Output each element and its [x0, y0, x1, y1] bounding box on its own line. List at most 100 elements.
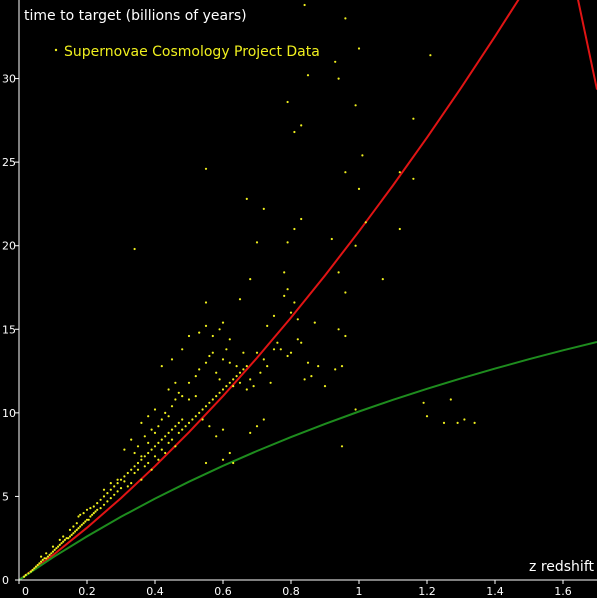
x-tick-label: 0.6	[214, 585, 232, 598]
y-tick-label: 10	[2, 407, 16, 420]
data-point	[221, 321, 225, 324]
data-point	[296, 318, 299, 321]
y-tick-labels: 0 5 10 15 20 25 30	[2, 73, 19, 587]
data-point	[238, 298, 242, 301]
data-point	[473, 421, 476, 424]
data-point	[204, 405, 208, 408]
data-point	[153, 408, 157, 411]
data-point	[96, 502, 99, 505]
data-point	[181, 418, 184, 421]
x-tick-label: 0.8	[282, 585, 300, 598]
data-point	[72, 532, 75, 535]
data-point	[116, 482, 119, 485]
data-point	[337, 271, 340, 274]
data-point	[211, 398, 214, 401]
data-point	[123, 448, 126, 451]
data-point	[91, 513, 94, 516]
data-point	[181, 348, 184, 351]
data-point	[228, 361, 231, 364]
data-point	[157, 425, 160, 428]
data-point	[109, 488, 112, 491]
data-point	[337, 328, 340, 331]
data-point	[143, 455, 146, 458]
data-point	[235, 375, 238, 378]
data-point	[286, 288, 289, 291]
data-point	[67, 537, 70, 540]
data-point	[174, 381, 177, 384]
data-point	[136, 461, 140, 465]
data-point	[153, 445, 157, 448]
data-point	[50, 552, 53, 555]
data-point	[87, 518, 90, 521]
data-point	[300, 124, 303, 127]
data-point	[334, 60, 337, 63]
data-point	[130, 468, 133, 471]
data-point	[344, 291, 347, 294]
data-point	[296, 338, 299, 341]
data-point	[150, 428, 153, 431]
data-point	[269, 381, 272, 384]
data-point	[255, 425, 259, 428]
data-point	[63, 538, 66, 542]
y-tick-label: 0	[2, 574, 9, 587]
data-point	[187, 381, 191, 384]
data-point	[96, 508, 99, 511]
data-point	[191, 418, 194, 421]
data-point	[62, 535, 65, 538]
x-tick-label: 1	[356, 585, 363, 598]
data-point	[174, 445, 177, 448]
green-curve	[18, 341, 597, 581]
data-point	[140, 458, 143, 461]
data-point	[187, 334, 191, 338]
data-point	[40, 560, 43, 563]
data-point	[157, 458, 160, 461]
data-point	[147, 441, 150, 444]
data-point	[221, 388, 225, 391]
data-point	[34, 565, 38, 568]
data-point	[109, 497, 112, 500]
data-point	[354, 408, 357, 411]
data-point	[136, 468, 140, 471]
data-point	[170, 438, 174, 441]
data-point	[337, 77, 340, 80]
data-point	[218, 391, 221, 394]
data-point	[198, 368, 201, 371]
data-point	[123, 475, 126, 478]
data-point	[140, 478, 143, 481]
data-point	[293, 301, 296, 304]
x-tick-label: 0.2	[78, 585, 96, 598]
data-point	[272, 314, 276, 317]
y-axis-label: time to target (billions of years)	[24, 8, 247, 24]
data-point	[130, 438, 133, 441]
data-point	[160, 365, 163, 368]
data-point	[340, 365, 344, 368]
data-point	[262, 207, 265, 210]
data-point	[79, 513, 82, 516]
data-point	[293, 130, 296, 134]
data-point	[425, 415, 429, 418]
y-tick-label: 5	[2, 490, 9, 503]
data-point	[187, 398, 191, 401]
data-point	[41, 558, 44, 562]
data-point	[84, 520, 87, 523]
data-point	[24, 573, 27, 577]
data-point	[174, 425, 177, 428]
data-point	[211, 351, 214, 354]
data-point	[232, 385, 235, 388]
data-point	[167, 415, 170, 418]
data-point	[119, 487, 123, 490]
data-point	[412, 117, 415, 120]
data-point	[194, 395, 197, 398]
data-point	[194, 375, 197, 378]
data-point	[133, 471, 136, 475]
data-point	[449, 398, 452, 401]
data-point	[147, 451, 150, 455]
data-point	[442, 421, 446, 424]
data-point	[99, 498, 102, 501]
data-point	[279, 348, 282, 351]
data-point	[75, 528, 78, 532]
data-point	[215, 395, 218, 398]
data-point	[82, 511, 85, 515]
data-point	[153, 455, 157, 458]
